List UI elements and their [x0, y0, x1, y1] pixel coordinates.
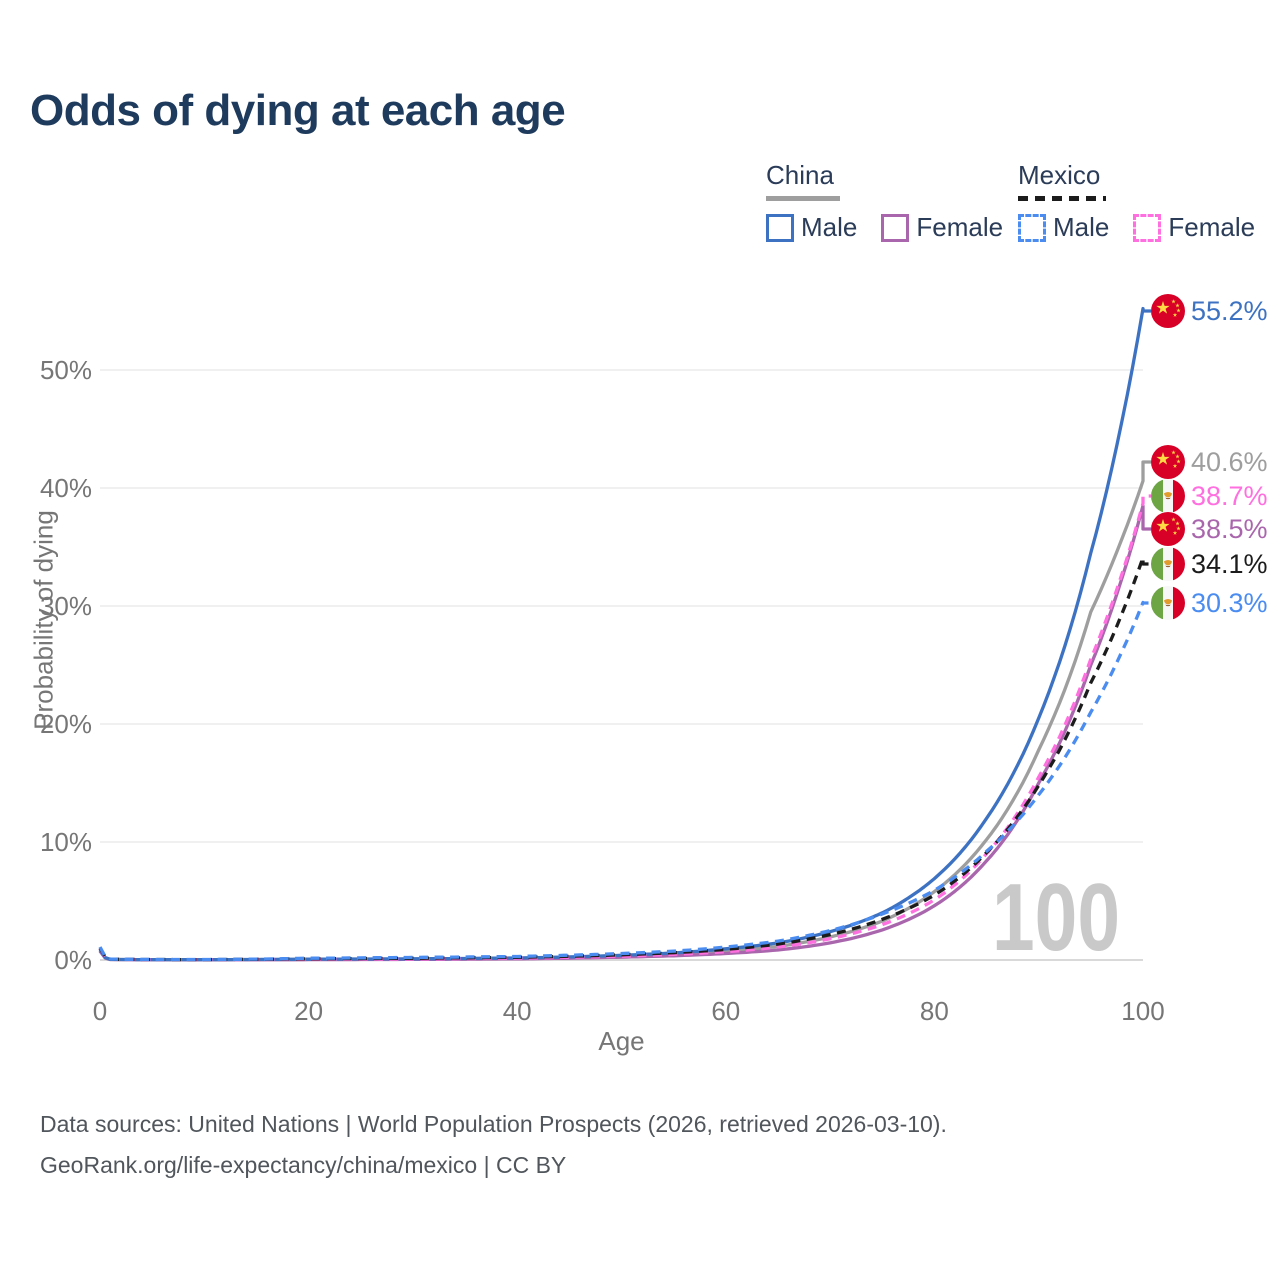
legend-header-china: China — [766, 160, 834, 190]
end-label-value: 55.2% — [1191, 296, 1268, 326]
mexico-flag-icon — [1151, 547, 1185, 581]
mexico-flag-icon — [1151, 586, 1185, 620]
china-female-swatch-icon — [881, 213, 910, 242]
end-label-value: 40.6% — [1191, 447, 1268, 477]
source-url-line: GeoRank.org/life-expectancy/china/mexico… — [40, 1152, 567, 1178]
china-line-style-swatch — [766, 196, 840, 201]
y-tick-label: 20% — [39, 709, 92, 739]
end-label-china-male: 55.2% — [1151, 294, 1268, 328]
data-sources-line: Data sources: United Nations | World Pop… — [40, 1111, 947, 1137]
mexico-male-swatch-icon — [1018, 213, 1046, 242]
x-tick-label: 20 — [294, 996, 324, 1026]
y-tick-label: 0% — [54, 945, 92, 975]
end-label-mexico-male: 30.3% — [1151, 586, 1268, 620]
legend-label: Female — [916, 212, 1004, 242]
legend-header-mexico: Mexico — [1018, 160, 1101, 190]
china-flag-icon — [1151, 445, 1185, 479]
legend-item-mexico-male[interactable]: Male — [1018, 212, 1109, 243]
legend-group-mexico: Mexico Male Female — [1018, 160, 1255, 243]
china-flag-icon — [1151, 294, 1185, 328]
x-tick-label: 100 — [1121, 996, 1165, 1026]
end-label-value: 38.5% — [1191, 514, 1268, 544]
y-tick-label: 10% — [39, 827, 92, 857]
legend-item-china-male[interactable]: Male — [766, 212, 857, 243]
x-tick-label: 0 — [92, 996, 108, 1026]
y-tick-label: 40% — [39, 473, 92, 503]
mexico-line-style-swatch — [1018, 196, 1106, 201]
y-tick-label: 30% — [39, 591, 92, 621]
legend-group-china: China Male Female — [766, 160, 1003, 243]
legend-label: Male — [801, 212, 858, 242]
end-label-value: 38.7% — [1191, 481, 1268, 511]
end-label-mexico-female: 38.7% — [1151, 479, 1268, 513]
x-tick-label: 60 — [711, 996, 741, 1026]
series-line-china-male[interactable] — [98, 306, 1151, 962]
end-label-value: 30.3% — [1191, 588, 1268, 618]
end-label-value: 34.1% — [1191, 549, 1268, 579]
legend-label: Male — [1053, 212, 1110, 242]
age-watermark: 100 — [992, 864, 1120, 971]
china-male-swatch-icon — [766, 213, 794, 242]
x-axis-title: Age — [598, 1026, 645, 1056]
x-tick-label: 40 — [502, 996, 532, 1026]
legend-item-mexico-female[interactable]: Female — [1133, 212, 1255, 243]
series-line-mexico-male[interactable] — [98, 600, 1151, 962]
footer-attribution: Data sources: United Nations | World Pop… — [40, 1104, 1220, 1186]
china-flag-icon — [1151, 512, 1185, 546]
x-tick-label: 80 — [919, 996, 949, 1026]
y-tick-label: 50% — [39, 355, 92, 385]
mexico-flag-icon — [1151, 479, 1185, 513]
end-label-mexico-total: 34.1% — [1151, 547, 1268, 581]
end-label-china-female: 38.5% — [1151, 512, 1268, 546]
mexico-female-swatch-icon — [1133, 213, 1162, 242]
page-title: Odds of dying at each age — [30, 86, 566, 135]
y-axis-title: Probability of dying — [28, 510, 59, 730]
legend-item-china-female[interactable]: Female — [881, 212, 1003, 243]
end-label-china-total: 40.6% — [1151, 445, 1268, 479]
legend-label: Female — [1168, 212, 1256, 242]
